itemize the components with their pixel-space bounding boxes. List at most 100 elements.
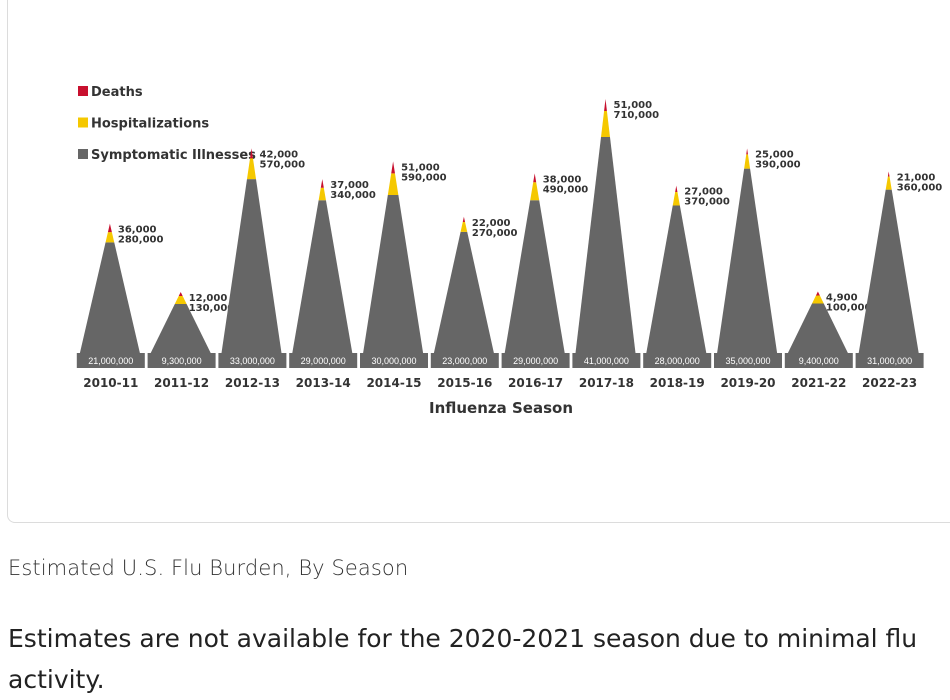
hospitalization-shape: [246, 158, 257, 180]
illness-value-box: [218, 353, 287, 368]
deaths-value-label: 51,000: [614, 100, 653, 111]
x-tick-label: 2017-18: [579, 376, 634, 390]
illness-value-label: 29,000,000: [513, 356, 558, 366]
hospitalizations-value-label: 270,000: [472, 228, 518, 239]
x-tick-label: 2014-15: [366, 376, 421, 390]
illness-value-label: 33,000,000: [230, 356, 275, 366]
x-tick-label: 2012-13: [225, 376, 280, 390]
illness-value-box: [572, 353, 641, 368]
illness-value-label: 21,000,000: [88, 356, 133, 366]
illness-value-box: [855, 353, 924, 368]
illness-shape: [858, 189, 919, 353]
legend-label: Hospitalizations: [91, 117, 209, 132]
death-shape: [675, 185, 678, 192]
death-shape: [604, 99, 607, 111]
hospitalization-shape: [672, 191, 680, 206]
death-shape: [533, 173, 537, 183]
illness-value-label: 23,000,000: [442, 356, 487, 366]
figure-caption: Estimated U.S. Flu Burden, By Season: [8, 556, 409, 580]
illness-value-box: [714, 353, 782, 368]
hospitalization-shape: [174, 296, 187, 305]
deaths-value-label: 51,000: [401, 162, 440, 173]
illness-value-box: [784, 353, 853, 368]
x-tick-label: 2015-16: [437, 376, 492, 390]
death-shape: [107, 223, 112, 233]
death-shape: [320, 179, 324, 188]
hospitalizations-value-label: 340,000: [330, 190, 376, 201]
x-tick-label: 2013-14: [296, 376, 351, 390]
illness-value-label: 31,000,000: [867, 356, 912, 366]
illness-value-box: [360, 353, 428, 368]
illness-shape: [150, 304, 211, 353]
illness-shape: [433, 231, 494, 353]
death-shape: [746, 148, 748, 155]
death-shape: [391, 161, 395, 174]
hospitalizations-value-label: 390,000: [755, 159, 801, 170]
illness-shape: [79, 242, 140, 353]
illness-value-box: [289, 353, 358, 368]
illness-value-box: [147, 353, 216, 368]
death-shape: [178, 292, 183, 297]
flu-burden-chart: Deaths Hospitalizations Symptomatic Illnes…: [76, 85, 943, 417]
chart-card: [7, 0, 950, 523]
deaths-value-label: 38,000: [543, 174, 582, 185]
deaths-value-label: 21,000: [897, 173, 936, 184]
hospitalizations-value-label: 100,000: [826, 302, 872, 313]
x-tick-label: 2010-11: [83, 376, 138, 390]
hospitalization-shape: [460, 221, 468, 232]
x-tick-label: 2021-22: [791, 376, 846, 390]
hospitalization-shape: [812, 295, 824, 304]
illness-shape: [221, 179, 282, 353]
illness-value-label: 29,000,000: [301, 356, 346, 366]
death-shape: [815, 291, 820, 296]
illness-value-label: 28,000,000: [655, 356, 700, 366]
deaths-value-label: 25,000: [755, 149, 794, 160]
hospitalizations-value-label: 710,000: [614, 110, 660, 121]
legend-label: Deaths: [91, 85, 143, 100]
illness-value-box: [501, 353, 570, 368]
illness-shape: [717, 168, 778, 353]
deaths-value-label: 22,000: [472, 218, 511, 229]
illness-value-label: 35,000,000: [725, 356, 770, 366]
hospitalization-shape: [885, 176, 892, 190]
illness-value-label: 30,000,000: [371, 356, 416, 366]
illness-value-label: 9,300,000: [162, 356, 202, 366]
hospitalization-shape: [530, 182, 540, 201]
x-tick-label: 2011-12: [154, 376, 209, 390]
hospitalization-shape: [387, 173, 399, 195]
illness-shape: [787, 303, 848, 353]
hospitalizations-value-label: 360,000: [897, 183, 943, 194]
deaths-value-label: 42,000: [260, 149, 299, 160]
deaths-value-label: 37,000: [330, 180, 369, 191]
hospitalizations-value-label: 130,000: [189, 303, 235, 314]
illness-shape: [504, 200, 565, 353]
illness-value-box: [76, 353, 145, 368]
death-shape: [462, 216, 466, 222]
hospitalizations-value-label: 590,000: [401, 172, 447, 183]
deaths-value-label: 36,000: [118, 225, 157, 236]
hospitalizations-value-label: 280,000: [118, 235, 164, 246]
illness-value-label: 9,400,000: [799, 356, 839, 366]
death-shape: [887, 171, 890, 177]
hospitalization-shape: [318, 187, 326, 201]
legend-swatch: [78, 117, 88, 128]
illness-value-box: [430, 353, 499, 368]
illness-value-label: 41,000,000: [584, 356, 629, 366]
hospitalizations-value-label: 570,000: [260, 159, 306, 170]
hospitalization-shape: [601, 111, 610, 137]
illness-shape: [575, 137, 636, 353]
x-tick-label: 2022-23: [862, 376, 917, 390]
x-tick-label: 2019-20: [720, 376, 775, 390]
x-tick-label: 2016-17: [508, 376, 563, 390]
illness-value-box: [643, 353, 712, 368]
deaths-value-label: 12,000: [189, 293, 228, 304]
illness-shape: [363, 194, 424, 353]
deaths-value-label: 27,000: [684, 187, 723, 198]
x-tick-label: 2018-19: [650, 376, 705, 390]
legend-swatch: [78, 86, 88, 96]
x-axis-title: Influenza Season: [429, 399, 573, 417]
availability-note: Estimates are not available for the 2020…: [8, 624, 918, 694]
hospitalizations-value-label: 370,000: [684, 197, 730, 208]
legend-label: Symptomatic Illnesses: [91, 148, 256, 163]
deaths-value-label: 4,900: [826, 292, 858, 303]
